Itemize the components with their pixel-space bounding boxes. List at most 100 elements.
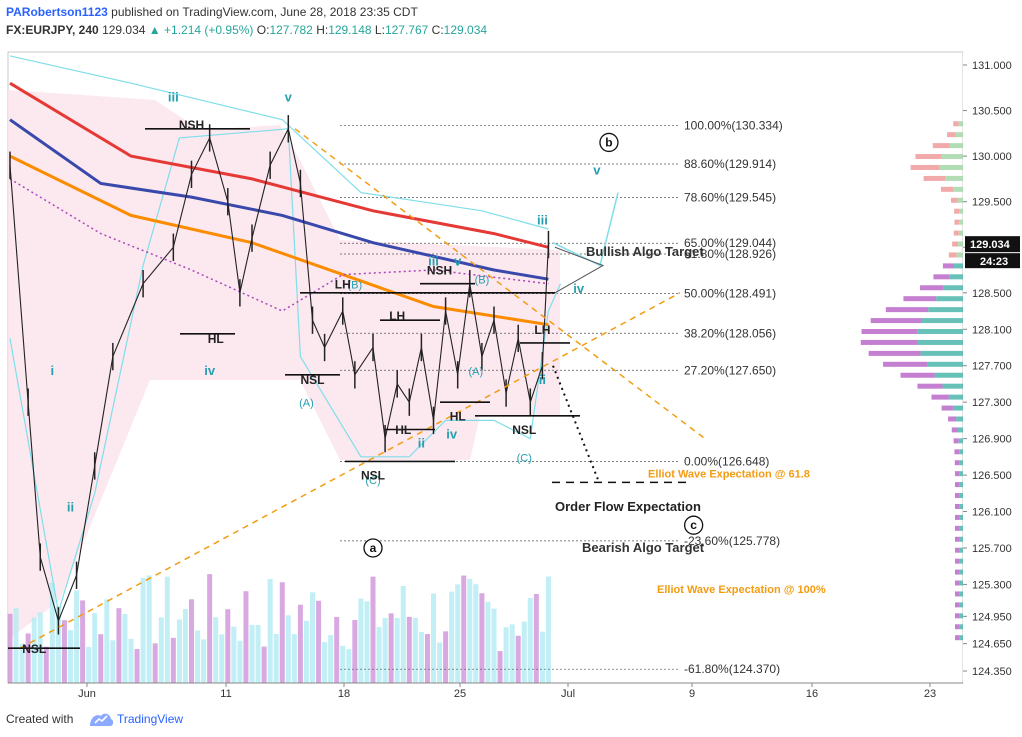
volume-bar (388, 613, 394, 683)
open-value: 127.782 (269, 23, 313, 37)
profile-bar-right (959, 471, 963, 477)
profile-bar-left (948, 252, 957, 258)
swing-label: NSL (512, 423, 536, 437)
fib-label: -61.80%(124.370) (684, 662, 780, 676)
volume-bar (527, 598, 533, 683)
wave-label: iv (446, 427, 458, 442)
volume-bar (49, 582, 55, 683)
volume-bar (303, 620, 309, 683)
y-tick-label: 125.700 (972, 543, 1012, 555)
profile-bar-left (955, 580, 960, 586)
target-wedge (554, 246, 605, 294)
corrective-label: (C) (517, 452, 532, 464)
profile-bar-right (958, 438, 963, 444)
ohlc-line: FX:EURJPY, 240 129.034 ▲ +1.214 (+0.95%)… (6, 23, 487, 37)
wave-label: i (51, 363, 55, 378)
profile-bar-right (934, 372, 963, 378)
y-tick-label: 125.300 (972, 579, 1012, 591)
profile-bar-left (951, 197, 958, 203)
volume-bar (128, 638, 134, 683)
fib-label: 88.60%(129.914) (684, 157, 776, 171)
y-tick-label: 131.000 (972, 60, 1012, 72)
volume-bar (80, 600, 86, 683)
swing-label: NSH (427, 264, 452, 278)
volume-bar (164, 576, 170, 683)
volume-bar (19, 643, 25, 683)
y-tick-label: 129.500 (972, 197, 1012, 209)
price-path (9, 115, 550, 635)
x-tick-label: 23 (924, 688, 936, 700)
symbol-label[interactable]: FX:EURJPY, 240 (6, 23, 99, 37)
profile-bar-right (953, 405, 963, 411)
volume-bar (370, 576, 376, 683)
profile-bar-right (958, 121, 963, 127)
author-link[interactable]: PARobertson1123 (6, 5, 108, 19)
pink-zone (8, 90, 560, 640)
x-tick-label: 18 (338, 688, 350, 700)
volume-bar (92, 613, 98, 683)
last-price-badge-label: 129.034 (970, 239, 1011, 251)
volume-bar (382, 617, 388, 683)
profile-bar-left (955, 547, 960, 553)
profile-bar-right (939, 164, 963, 170)
time-axis[interactable]: Jun 11 18 25 Jul 9 16 23 (8, 682, 963, 700)
fib-label: -23.60%(125.778) (684, 534, 780, 548)
last-price-badge (965, 236, 1020, 253)
volume-bar (322, 642, 328, 683)
price-axis[interactable]: 131.000130.500130.000129.500129.000128.5… (963, 52, 1022, 683)
up-arrow-icon: ▲ (148, 23, 161, 37)
lower-band (9, 128, 562, 612)
volume-bar (110, 640, 116, 683)
volume-bar (255, 624, 261, 683)
volume-bar (68, 630, 73, 683)
ma-line-red (9, 81, 549, 249)
volume-bar (176, 619, 182, 683)
profile-bar-left (955, 613, 960, 619)
y-tick-label: 128.500 (972, 288, 1012, 300)
volume-bar (509, 624, 515, 683)
volume-bar (122, 614, 128, 683)
volume-bar (467, 578, 473, 683)
ma-line-blue (9, 118, 549, 281)
corrective-label: (C) (365, 475, 380, 487)
volume-bar (291, 634, 297, 683)
profile-bar-right (921, 318, 963, 324)
swing-label: HL (208, 332, 224, 346)
volume-bar (418, 631, 424, 683)
volume-bar (201, 639, 207, 683)
fib-label: 78.60%(129.545) (684, 191, 776, 205)
fib-label: 27.20%(127.650) (684, 363, 776, 377)
target-label: Elliot Wave Expectation @ 100% (657, 584, 826, 596)
profile-bar-left (861, 329, 918, 335)
wave-label: ii (539, 372, 546, 387)
profile-bar-left (948, 416, 957, 422)
open-label: O: (256, 23, 270, 37)
volume-bar (25, 633, 31, 683)
volume-bar (116, 608, 122, 683)
y-tick-label: 126.100 (972, 507, 1012, 519)
profile-bar-right (959, 208, 963, 214)
profile-bar-right (957, 197, 963, 203)
circled-label-ring (363, 538, 383, 558)
profile-bar-left (920, 285, 944, 291)
y-tick-label: 127.300 (972, 397, 1012, 409)
volume-bar (545, 576, 551, 683)
tradingview-brand[interactable]: TradingView (117, 712, 184, 726)
change-value: +1.214 (+0.95%) (164, 23, 254, 37)
publish-info: published on TradingView.com, June 28, 2… (111, 5, 418, 19)
profile-bar-left (953, 121, 959, 127)
profile-bar-left (951, 427, 958, 433)
profile-bar-right (945, 175, 963, 181)
profile-bar-right (959, 482, 963, 488)
volume-bar (539, 631, 545, 683)
profile-bar-left (954, 471, 960, 477)
tradingview-logo-icon[interactable] (88, 710, 114, 728)
close-value: 129.034 (443, 23, 488, 37)
price-chart[interactable]: 100.00%(130.334) 88.60%(129.914) 78.60%(12… (0, 40, 1022, 707)
x-tick-label: Jul (561, 688, 575, 700)
profile-bar-right (953, 263, 963, 269)
volume-bar (285, 615, 291, 683)
volume-bar (207, 574, 213, 683)
volume-bar (104, 599, 110, 683)
volume-profile (860, 121, 963, 641)
